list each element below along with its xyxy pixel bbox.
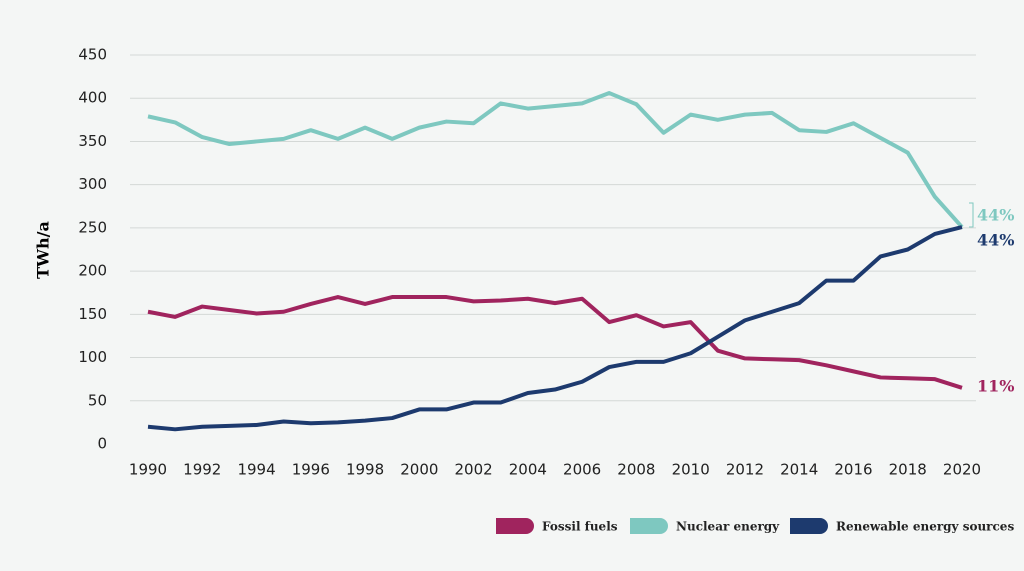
data-line [147, 225, 963, 432]
x-tick-label: 2012 [726, 461, 764, 479]
y-tick-label: 350 [78, 132, 107, 150]
x-tick-label: 2008 [617, 461, 655, 479]
label-bracket [969, 202, 974, 228]
y-tick-label: 300 [78, 175, 107, 193]
y-tick-label: 400 [78, 89, 107, 107]
data-line [147, 91, 964, 229]
legend-swatch [496, 518, 534, 534]
x-tick-label: 2020 [943, 461, 981, 479]
x-tick-label: 2000 [400, 461, 438, 479]
y-tick-label: 100 [78, 348, 107, 366]
y-tick-label: 250 [78, 218, 107, 236]
x-tick-label: 1994 [237, 461, 275, 479]
x-tick-label: 2018 [889, 461, 927, 479]
x-tick-label: 1992 [183, 461, 221, 479]
y-tick-label: 0 [97, 435, 107, 453]
legend-label: Fossil fuels [542, 520, 618, 534]
x-tick-label: 1998 [346, 461, 384, 479]
end-label: 11% [977, 377, 1014, 396]
y-tick-label: 50 [88, 391, 107, 409]
x-tick-label: 2002 [455, 461, 493, 479]
x-tick-label: 2016 [834, 461, 872, 479]
y-axis-label: TWh/a [34, 221, 53, 279]
legend-swatch [630, 518, 668, 534]
legend-swatch [790, 518, 828, 534]
end-label: 44% [977, 206, 1014, 225]
legend-label: Renewable energy sources [836, 520, 1014, 534]
y-tick-label: 150 [78, 305, 107, 323]
x-tick-label: 1990 [129, 461, 167, 479]
x-tick-label: 2006 [563, 461, 601, 479]
y-tick-label: 450 [78, 46, 107, 64]
x-tick-label: 2004 [509, 461, 547, 479]
end-label: 44% [977, 231, 1014, 250]
x-tick-label: 1996 [292, 461, 330, 479]
legend-label: Nuclear energy [676, 520, 780, 534]
x-tick-label: 2010 [672, 461, 710, 479]
data-line [147, 295, 963, 390]
x-tick-label: 2014 [780, 461, 818, 479]
y-tick-label: 200 [78, 262, 107, 280]
